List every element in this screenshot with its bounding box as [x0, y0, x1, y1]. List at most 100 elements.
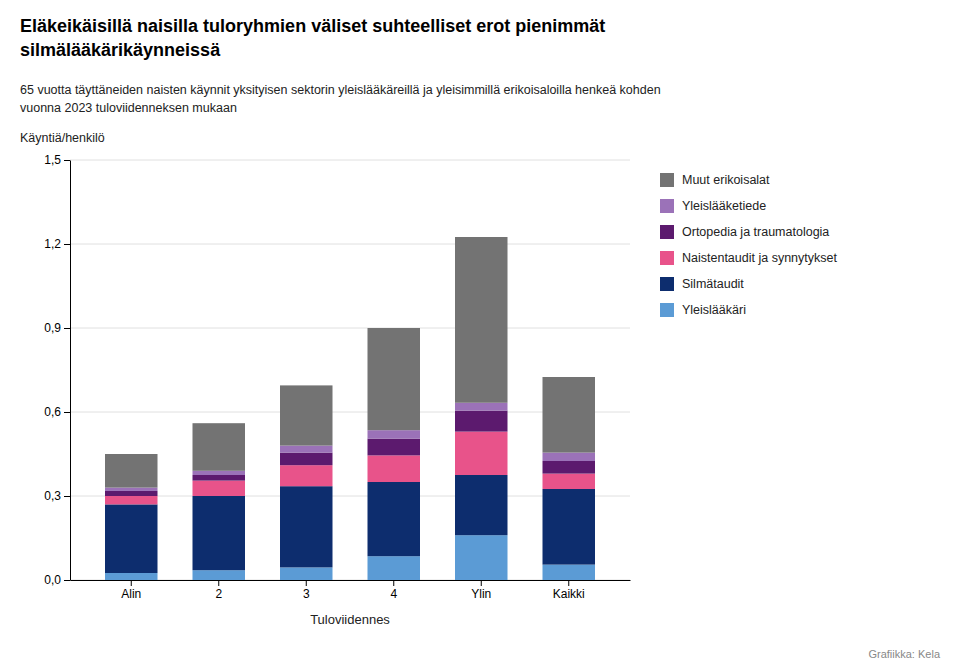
bar-segment	[280, 453, 333, 466]
title-line: Eläkeikäisillä naisilla tuloryhmien väli…	[20, 16, 605, 36]
plot: 0,00,30,60,91,21,5Alin234YlinKaikkiTulov…	[20, 131, 631, 627]
legend-swatch	[660, 251, 674, 265]
bar-segment	[193, 496, 246, 570]
x-tick-mark	[568, 580, 569, 586]
bar-segment	[105, 491, 158, 496]
x-tick-label: Alin	[121, 587, 141, 601]
legend-label: Naistentaudit ja synnytykset	[682, 251, 837, 265]
bar-segment	[455, 535, 508, 580]
x-axis-line	[71, 580, 631, 581]
x-tick-mark	[306, 580, 307, 586]
y-tick: 0,0	[44, 573, 70, 587]
legend-label: Yleislääketiede	[682, 199, 766, 213]
bar-segment	[455, 432, 508, 475]
series	[105, 411, 595, 496]
bar-segment	[543, 565, 596, 580]
y-axis-line	[70, 161, 71, 581]
series	[105, 432, 595, 505]
bar-segment	[280, 446, 333, 453]
y-tick: 0,6	[44, 405, 70, 419]
bar-segment	[280, 567, 333, 580]
y-tick-label: 0,6	[44, 405, 61, 419]
subtitle-line: vuonna 2023 tuloviidenneksen mukaan	[20, 101, 237, 115]
bar-segment	[368, 430, 421, 438]
grid-line	[70, 244, 630, 245]
series	[105, 535, 595, 580]
x-axis: Alin 2 3 4 Ylin Kaikki	[71, 580, 631, 601]
bar-segment	[193, 475, 246, 481]
x-tick-label: 3	[303, 587, 310, 601]
bar-segment	[368, 328, 421, 430]
bar-segment	[543, 489, 596, 565]
x-tick-label: 4	[390, 587, 397, 601]
bar-segment	[543, 474, 596, 489]
grid-line	[70, 160, 630, 161]
bar-segment	[455, 403, 508, 411]
bar-segment	[368, 482, 421, 556]
bar-segment	[105, 504, 158, 573]
y-axis-title: Käyntiä/henkilö	[20, 131, 105, 145]
bar-segment	[543, 461, 596, 474]
bar-segment	[368, 556, 421, 580]
legend-swatch	[660, 277, 674, 291]
legend-label: Yleislääkäri	[682, 303, 746, 317]
footer: Grafiikka: Kela	[868, 648, 940, 660]
bar-segment	[368, 439, 421, 456]
x-tick: Alin	[121, 580, 141, 601]
x-tick-label: 2	[215, 587, 222, 601]
x-tick: 4	[390, 580, 397, 601]
x-tick: 3	[303, 580, 310, 601]
grid	[70, 160, 630, 580]
bar-segment	[193, 423, 246, 471]
series	[105, 403, 595, 491]
series	[105, 237, 595, 488]
bar-segment	[543, 453, 596, 461]
x-tick: Kaikki	[553, 580, 585, 601]
bar-segment	[455, 237, 508, 403]
bar-segment	[280, 486, 333, 567]
bar-segment	[280, 385, 333, 445]
bar-segment	[455, 475, 508, 535]
legend-item: Muut erikoisalat	[660, 173, 770, 187]
x-tick-label: Kaikki	[553, 587, 585, 601]
x-axis-title: Tuloviidennes	[310, 612, 390, 627]
x-tick-mark	[218, 580, 219, 586]
y-tick-mark	[64, 160, 70, 161]
y-tick: 0,9	[44, 321, 70, 335]
legend: Muut erikoisalat Yleislääketiede Ortopedia…	[660, 173, 837, 317]
bar-segment	[105, 496, 158, 504]
legend-label: Muut erikoisalat	[682, 173, 770, 187]
legend-swatch	[660, 225, 674, 239]
legend-swatch	[660, 199, 674, 213]
grid-line	[70, 328, 630, 329]
y-tick: 0,3	[44, 489, 70, 503]
x-tick-mark	[131, 580, 132, 586]
bar-segment	[105, 488, 158, 491]
chart: Eläkeikäisillä naisilla tuloryhmien väli…	[0, 0, 960, 670]
y-tick-mark	[64, 496, 70, 497]
y-tick-mark	[64, 244, 70, 245]
bar-segment	[105, 454, 158, 488]
y-tick-mark	[64, 328, 70, 329]
legend-item: Silmätaudit	[660, 277, 744, 291]
bar-segment	[193, 481, 246, 496]
bar-segment	[193, 471, 246, 475]
legend-item: Yleislääketiede	[660, 199, 766, 213]
bar-segment	[280, 465, 333, 486]
y-tick-mark	[64, 580, 70, 581]
bar-segment	[455, 411, 508, 432]
x-tick-label: Ylin	[471, 587, 491, 601]
bar-segment	[543, 377, 596, 453]
bar-segment	[368, 455, 421, 482]
legend-item: Ortopedia ja traumatologia	[660, 225, 829, 239]
subtitle: 65 vuotta täyttäneiden naisten käynnit y…	[20, 83, 661, 115]
x-tick-mark	[481, 580, 482, 586]
y-axis: 0,00,30,60,91,21,5	[44, 153, 70, 587]
y-tick: 1,2	[44, 237, 70, 251]
x-tick: Ylin	[471, 580, 491, 601]
legend-label: Ortopedia ja traumatologia	[682, 225, 829, 239]
y-tick-label: 0,0	[44, 573, 61, 587]
title-line: silmälääkärikäynneissä	[20, 40, 221, 60]
bars	[105, 237, 595, 580]
legend-label: Silmätaudit	[682, 277, 744, 291]
